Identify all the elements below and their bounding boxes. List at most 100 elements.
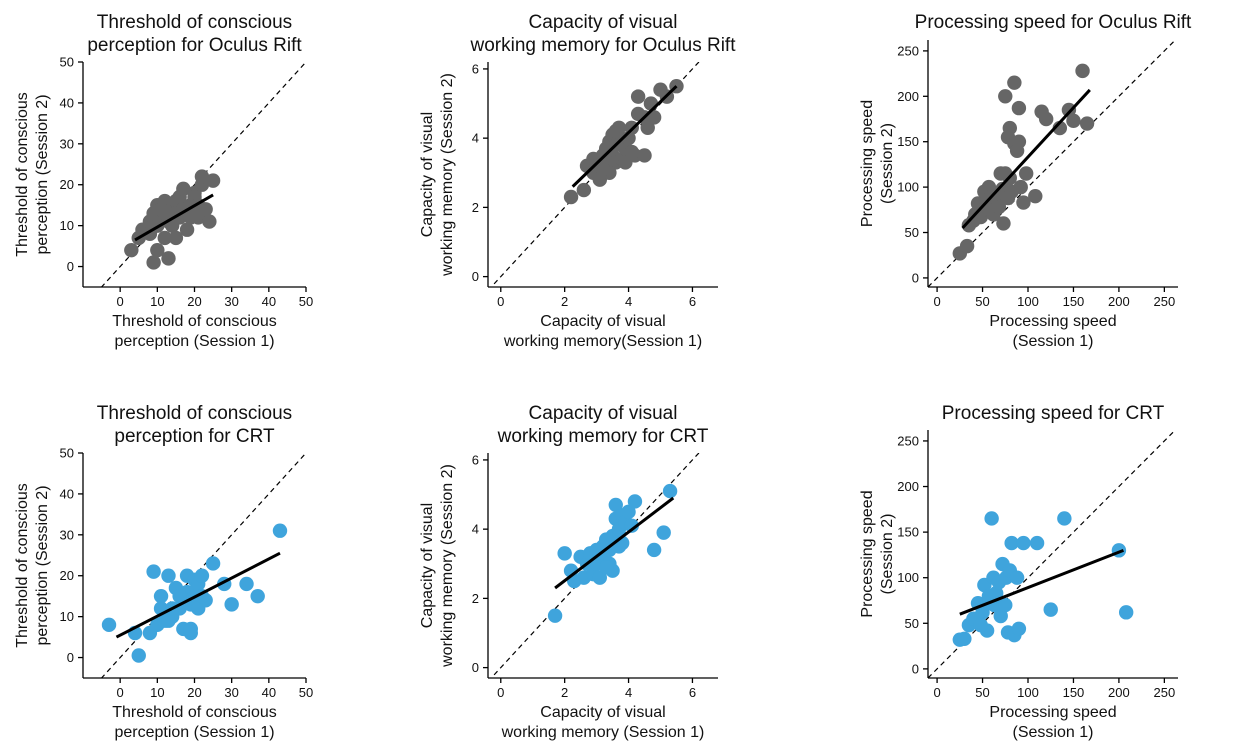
- data-point: [646, 110, 662, 125]
- y-tick-label: 250: [897, 433, 919, 448]
- data-point: [608, 124, 623, 139]
- panel-title: working memory for CRT: [497, 426, 709, 447]
- data-point: [957, 631, 972, 646]
- regression-line: [115, 551, 281, 639]
- y-tick-label: 0: [912, 270, 919, 285]
- x-axis-label: Threshold of conscious: [112, 313, 277, 330]
- y-tick-label: 2: [472, 591, 479, 606]
- y-tick-label: 6: [472, 61, 479, 76]
- data-point: [1011, 134, 1027, 149]
- y-tick-label: 250: [897, 43, 919, 58]
- data-point: [1057, 511, 1072, 526]
- scatter-panel-6: 0 50 100 150 200 250 0 50 100 150 200 250 Processing…: [859, 403, 1178, 741]
- x-tick-label: 40: [262, 294, 276, 309]
- data-point: [146, 255, 161, 270]
- y-axis-label: (Session 2): [879, 123, 896, 204]
- x-tick-label: 20: [187, 685, 201, 700]
- x-tick-label: 250: [1154, 294, 1176, 309]
- y-axis-label: perception (Session 2): [34, 485, 51, 645]
- y-tick-label: 100: [897, 570, 919, 585]
- x-tick-label: 0: [117, 294, 124, 309]
- x-tick-label: 0: [497, 685, 504, 700]
- data-point: [239, 576, 254, 592]
- data-point: [179, 222, 195, 237]
- data-point: [1016, 535, 1031, 551]
- x-tick-label: 100: [1017, 685, 1039, 700]
- y-axis-label: working memory (Session 2): [439, 73, 456, 277]
- y-axis-label: (Session 2): [879, 514, 896, 595]
- data-point: [131, 648, 146, 663]
- x-tick-label: 10: [150, 685, 164, 700]
- scatter-panel-4: 0 10 20 30 40 50 0 10 20 30 40 50 Threshold of consc…: [14, 403, 313, 741]
- data-point: [250, 588, 265, 604]
- y-tick-label: 200: [897, 89, 919, 104]
- y-tick-label: 6: [472, 452, 479, 467]
- x-tick-label: 50: [299, 685, 313, 700]
- panel-title: Threshold of conscious: [97, 12, 292, 33]
- x-tick-label: 4: [625, 294, 632, 309]
- data-point: [637, 148, 652, 163]
- data-point: [595, 162, 611, 177]
- scatter-panel-1: 0 10 20 30 40 50 0 10 20 30 40 50 Threshold of consc…: [14, 12, 313, 350]
- data-point: [557, 546, 572, 561]
- data-point: [576, 182, 592, 198]
- x-axis-label: (Session 1): [1013, 724, 1094, 741]
- data-point: [205, 173, 221, 188]
- regression-line: [959, 548, 1124, 616]
- y-tick-label: 100: [897, 180, 919, 195]
- x-tick-label: 50: [975, 685, 989, 700]
- data-point: [618, 155, 633, 170]
- data-point: [153, 588, 169, 604]
- data-point: [598, 560, 614, 575]
- data-point: [194, 169, 210, 184]
- x-tick-label: 0: [117, 685, 124, 700]
- x-tick-label: 30: [224, 685, 238, 700]
- y-tick-label: 2: [472, 200, 479, 215]
- data-point: [1011, 100, 1027, 116]
- data-point: [993, 608, 1008, 624]
- y-tick-label: 50: [905, 616, 919, 631]
- panel-title: Capacity of visual: [529, 403, 678, 424]
- data-point: [172, 588, 187, 604]
- y-tick-label: 10: [60, 609, 74, 624]
- data-point: [630, 89, 646, 104]
- x-tick-label: 10: [150, 294, 164, 309]
- panel-title: Threshold of conscious: [97, 403, 292, 424]
- data-point: [1004, 535, 1019, 551]
- data-point: [998, 89, 1013, 104]
- y-axis-label: Processing speed: [859, 100, 876, 227]
- x-tick-label: 0: [497, 294, 504, 309]
- y-tick-label: 0: [472, 660, 479, 675]
- x-axis-label: working memory(Session 1): [503, 333, 702, 350]
- x-tick-label: 100: [1017, 294, 1039, 309]
- data-point: [662, 483, 678, 499]
- y-axis-label: Threshold of conscious: [14, 92, 31, 257]
- x-tick-label: 20: [187, 294, 201, 309]
- data-point: [640, 120, 655, 135]
- panel-title: Processing speed for CRT: [942, 403, 1165, 424]
- data-point: [1011, 621, 1027, 636]
- data-point: [624, 518, 639, 533]
- x-axis-label: perception (Session 1): [114, 724, 274, 741]
- x-tick-label: 50: [975, 294, 989, 309]
- y-axis-label: Processing speed: [859, 490, 876, 617]
- data-point: [1018, 166, 1034, 181]
- data-point: [205, 556, 221, 571]
- data-point: [646, 542, 662, 558]
- y-tick-label: 30: [60, 527, 74, 542]
- scatter-panel-3: 0 50 100 150 200 250 0 50 100 150 200 250 Processing…: [859, 12, 1192, 350]
- data-point: [547, 608, 563, 623]
- x-tick-label: 250: [1154, 685, 1176, 700]
- data-point: [1038, 111, 1054, 127]
- data-point: [627, 494, 643, 509]
- x-tick-label: 0: [933, 294, 940, 309]
- data-point: [1009, 570, 1025, 585]
- x-tick-label: 200: [1108, 685, 1130, 700]
- data-point: [161, 251, 176, 266]
- x-axis-label: working memory (Session 1): [501, 724, 705, 741]
- x-tick-label: 4: [625, 685, 632, 700]
- data-point: [1061, 102, 1077, 118]
- x-tick-label: 0: [933, 685, 940, 700]
